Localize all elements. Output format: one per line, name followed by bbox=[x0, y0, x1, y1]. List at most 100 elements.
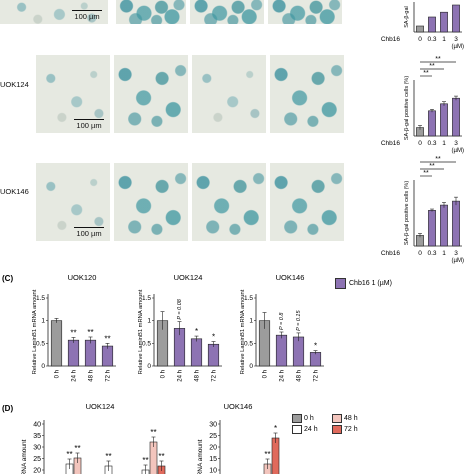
micrograph bbox=[268, 0, 342, 24]
data-label: ** bbox=[158, 452, 164, 461]
bar bbox=[440, 103, 448, 137]
bar bbox=[50, 320, 63, 367]
bar bbox=[416, 25, 424, 33]
bar bbox=[101, 345, 114, 367]
bar bbox=[309, 352, 322, 367]
y-axis-label: SA-β-gal bbox=[404, 6, 410, 28]
chart-sa-top: 0 0.3 1 3 Chb16 (µM) SA-β-gal bbox=[381, 2, 464, 50]
micrograph bbox=[192, 55, 266, 133]
y-tick-label: 0 bbox=[41, 363, 45, 370]
chart-sa-uok124: 0 0.3 1 3 Chb16 (µM) SA-β-gal positive cells (… bbox=[381, 56, 464, 154]
micrograph bbox=[114, 163, 188, 241]
legend-d: 0 h 48 h 24 h 72 h bbox=[292, 413, 372, 435]
x-tick-label: 0 h bbox=[161, 370, 167, 378]
x-tick-label: 24 h bbox=[280, 370, 286, 382]
y-axis-label: RNA amount bbox=[197, 439, 204, 474]
tick-label: 0 bbox=[418, 250, 422, 257]
tick-label: 0.3 bbox=[427, 36, 436, 43]
y-tick-label: 20 bbox=[209, 445, 217, 452]
data-label: * bbox=[274, 424, 277, 433]
tick-label: 3 bbox=[454, 250, 458, 257]
legend-label: Chb16 1 (µM) bbox=[349, 280, 392, 287]
y-axis-label: Relative LaminB1 mRNA amount bbox=[240, 289, 246, 374]
chart-title: UOK124 bbox=[174, 273, 203, 282]
legend-item: 24 h bbox=[292, 424, 332, 435]
bar bbox=[275, 334, 288, 367]
bar bbox=[271, 437, 280, 474]
x-axis-label: Chb16 bbox=[381, 250, 401, 257]
x-tick-label: 0 h bbox=[55, 370, 61, 378]
data-label: P = 0.08 bbox=[177, 298, 183, 319]
legend-swatch bbox=[335, 278, 346, 289]
x-tick-label: 72 h bbox=[212, 370, 218, 382]
panel-letter-c: (C) bbox=[2, 274, 14, 283]
bar bbox=[190, 338, 203, 367]
bar bbox=[292, 336, 305, 367]
bar bbox=[440, 11, 448, 33]
micrograph bbox=[114, 55, 188, 133]
x-tick-label: 24 h bbox=[72, 370, 78, 382]
y-axis-label: SA-β-gal positive cells (%) bbox=[404, 76, 410, 140]
y-tick-label: 20 bbox=[33, 468, 41, 474]
x-tick-label: 72 h bbox=[106, 370, 112, 382]
micrograph: 100 µm bbox=[0, 0, 108, 24]
data-label: ** bbox=[66, 450, 72, 459]
legend-swatch bbox=[292, 414, 302, 423]
micrograph: 100 µm bbox=[36, 163, 110, 241]
tick-label: 0.3 bbox=[427, 250, 436, 257]
x-axis-label: Chb16 bbox=[381, 140, 401, 147]
legend-item: 72 h bbox=[332, 424, 372, 435]
y-tick-label: 25 bbox=[33, 456, 41, 463]
bar bbox=[452, 200, 460, 247]
y-tick-label: 15 bbox=[209, 456, 217, 463]
data-label: * bbox=[314, 342, 317, 351]
legend-c: Chb16 1 (µM) bbox=[335, 278, 392, 289]
data-label: ** bbox=[104, 334, 110, 343]
x-axis-unit: (µM) bbox=[452, 258, 464, 264]
legend-swatch bbox=[332, 425, 342, 434]
data-label: * bbox=[212, 333, 215, 342]
row-label-uok124: UOK124 bbox=[0, 80, 29, 89]
y-tick-label: 1 bbox=[249, 318, 253, 325]
scale-bar: 100 µm bbox=[72, 9, 102, 21]
significance-label: ** bbox=[423, 170, 429, 177]
scale-bar: 100 µm bbox=[74, 118, 104, 130]
x-tick-label: 48 h bbox=[89, 370, 95, 382]
y-tick-label: 35 bbox=[33, 433, 41, 440]
significance-label: ** bbox=[435, 56, 441, 63]
data-label: P = 0.8 bbox=[279, 312, 285, 330]
y-tick-label: 1.5 bbox=[36, 295, 45, 302]
bar bbox=[207, 343, 220, 367]
x-axis-unit: (µM) bbox=[452, 148, 464, 154]
y-tick-label: 0.5 bbox=[244, 340, 253, 347]
chart-title: UOK146 bbox=[224, 402, 253, 411]
tick-label: 1 bbox=[442, 250, 446, 257]
y-tick-label: 0 bbox=[147, 363, 151, 370]
scale-bar: 100 µm bbox=[74, 226, 104, 238]
x-tick-label: 48 h bbox=[195, 370, 201, 382]
bar bbox=[428, 110, 436, 137]
y-axis-label: SA-β-gal positive cells (%) bbox=[404, 181, 410, 245]
significance-label: ** bbox=[435, 156, 441, 163]
bar bbox=[84, 339, 97, 367]
bar bbox=[67, 339, 80, 367]
tick-label: 3 bbox=[454, 140, 458, 147]
y-tick-label: 25 bbox=[209, 433, 217, 440]
tick-label: 0 bbox=[418, 36, 422, 43]
y-tick-label: 0 bbox=[249, 363, 253, 370]
significance-label: ** bbox=[429, 163, 435, 170]
significance-label: ** bbox=[429, 63, 435, 70]
data-label: P = 0.15 bbox=[296, 310, 302, 331]
y-axis-label: Relative LaminB1 mRNA amount bbox=[138, 289, 144, 374]
y-tick-label: 1.5 bbox=[142, 295, 151, 302]
legend-item: 0 h bbox=[292, 413, 332, 424]
bar bbox=[428, 16, 436, 33]
x-axis-label: Chb16 bbox=[381, 36, 401, 43]
data-label: ** bbox=[150, 428, 156, 437]
y-tick-label: 0.5 bbox=[142, 340, 151, 347]
